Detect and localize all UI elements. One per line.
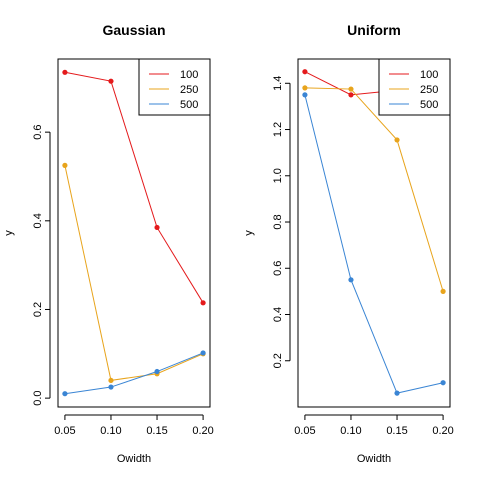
data-point-250 <box>394 137 400 143</box>
y-tick-label: 1.0 <box>272 168 284 183</box>
data-point-250 <box>302 85 308 91</box>
series-line-500 <box>304 94 444 394</box>
series-line-500 <box>64 352 204 395</box>
chart-title: Gaussian <box>102 22 165 38</box>
data-point-500 <box>348 277 354 283</box>
panel-0: Gaussian 0.05 0.10 0.15 0.20 Owidth 0.0 0.2 0.4 0… <box>3 22 214 465</box>
legend-box <box>378 58 451 116</box>
y-tick-label: 1.4 <box>272 76 284 91</box>
series-line-250 <box>304 87 444 292</box>
y-tick-label: 0.6 <box>272 261 284 276</box>
data-point-500 <box>154 368 160 375</box>
legend-label-100: 100 <box>180 69 198 81</box>
x-tick-label: 0.10 <box>340 425 361 437</box>
legend-label-500: 500 <box>180 99 198 111</box>
y-tick-label: 0.4 <box>272 307 284 322</box>
plot-frame <box>297 58 451 408</box>
x-tick-label: 0.15 <box>146 425 167 437</box>
x-tick-label: 0.20 <box>192 425 213 437</box>
data-point-500 <box>108 384 114 390</box>
y-axis-label: y <box>3 230 15 236</box>
y-tick-label: 0.6 <box>32 124 44 139</box>
data-point-500 <box>302 92 308 98</box>
data-point-100 <box>200 300 206 306</box>
legend-label-500: 500 <box>420 99 438 111</box>
series-line-100 <box>64 71 204 304</box>
y-tick-label: 0.2 <box>272 353 284 368</box>
series-line-250 <box>64 165 204 381</box>
y-tick-label: 0.2 <box>32 302 44 317</box>
legend-label-250: 250 <box>180 84 198 96</box>
y-tick-label: 0.8 <box>272 214 284 229</box>
data-point-250 <box>62 162 68 168</box>
data-point-250 <box>348 86 354 92</box>
y-axis-label: y <box>243 230 255 236</box>
x-tick-label: 0.10 <box>100 425 121 437</box>
data-point-250 <box>440 288 446 294</box>
data-point-100 <box>348 92 354 98</box>
panel-1: Uniform 0.05 0.10 0.15 0.20 Owidth 0.2 0.4 0.6 0.… <box>243 22 454 465</box>
data-point-500 <box>394 390 400 396</box>
chart-title: Uniform <box>347 22 401 38</box>
data-point-500 <box>440 380 446 386</box>
data-point-100 <box>62 69 68 75</box>
legend-label-250: 250 <box>420 84 438 96</box>
data-point-500 <box>62 391 68 397</box>
plot-frame <box>57 58 211 408</box>
y-tick-label: 0.4 <box>32 213 44 228</box>
y-tick-label: 1.2 <box>272 122 284 137</box>
data-point-250 <box>108 377 114 384</box>
legend-box <box>138 58 211 116</box>
x-axis-label: Owidth <box>357 453 391 465</box>
x-axis-label: Owidth <box>117 453 151 465</box>
legend-label-100: 100 <box>420 69 438 81</box>
data-point-100 <box>154 224 160 231</box>
data-point-500 <box>200 350 206 356</box>
y-tick-label: 0.0 <box>32 390 44 405</box>
data-point-100 <box>302 69 308 75</box>
x-tick-label: 0.20 <box>432 425 453 437</box>
x-tick-label: 0.05 <box>54 425 75 437</box>
x-tick-label: 0.15 <box>386 425 407 437</box>
data-point-100 <box>108 78 114 84</box>
x-tick-label: 0.05 <box>294 425 315 437</box>
